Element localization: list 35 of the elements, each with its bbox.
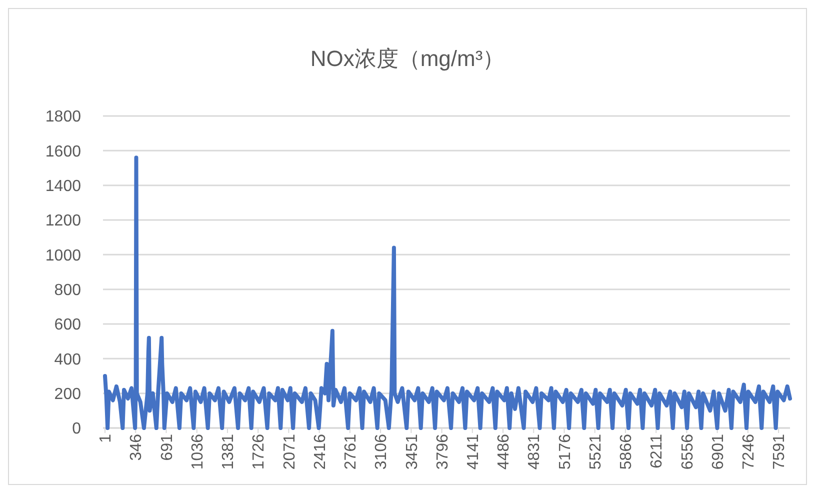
y-tick-label: 1400 (45, 178, 82, 195)
y-tick-label: 1800 (45, 108, 82, 126)
y-tick-label: 400 (54, 351, 82, 368)
x-tick-label: 7591 (771, 434, 788, 470)
chart-title: NOx浓度（mg/m³） (310, 46, 505, 71)
x-tick-label: 346 (128, 434, 146, 461)
y-tick-label: 1000 (45, 247, 82, 264)
x-tick-label: 3106 (373, 434, 390, 470)
x-tick-label: 3451 (404, 434, 421, 470)
x-tick-label: 5521 (587, 434, 604, 470)
y-tick-label: 200 (54, 386, 82, 403)
x-tick-label: 1036 (189, 434, 206, 470)
x-tick-label: 2071 (281, 434, 298, 470)
x-tick-label: 1 (98, 434, 115, 443)
x-tick-label: 3796 (434, 434, 452, 470)
x-tick-label: 6901 (710, 434, 727, 470)
y-tick-label: 600 (54, 316, 82, 334)
x-tick-label: 6211 (648, 434, 666, 468)
x-tick-label: 4141 (464, 434, 482, 470)
y-tick-label: 800 (54, 282, 82, 299)
x-tick-label: 2416 (312, 434, 329, 470)
line-series (103, 156, 792, 430)
x-tick-label: 6556 (679, 434, 696, 470)
x-tick-label: 7246 (740, 434, 758, 470)
y-tick-label: 0 (72, 420, 82, 438)
y-tick-label: 1600 (45, 143, 82, 160)
x-tick-label: 691 (158, 434, 176, 461)
x-tick-label: 4486 (496, 434, 513, 470)
x-tick-label: 1381 (220, 434, 238, 470)
x-tick-label: 4831 (526, 434, 544, 470)
y-tick-label: 1200 (45, 212, 82, 230)
x-tick-label: 5866 (618, 434, 636, 470)
x-tick-label: 5176 (556, 434, 574, 470)
x-tick-label: 1726 (250, 434, 268, 470)
x-tick-label: 2761 (342, 434, 360, 470)
